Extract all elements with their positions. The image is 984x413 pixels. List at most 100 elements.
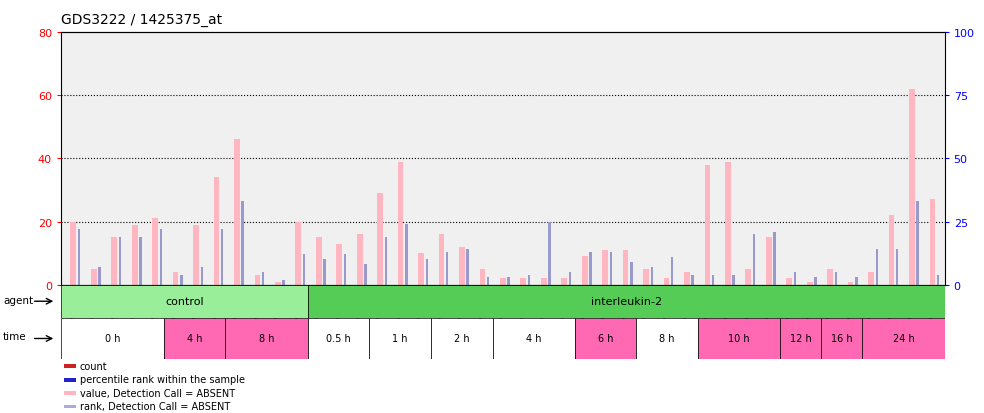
Bar [337, 244, 342, 285]
Text: 6 h: 6 h [598, 334, 613, 344]
Bar [780, 318, 822, 359]
Bar [308, 285, 945, 318]
Text: rank, Detection Call = ABSENT: rank, Detection Call = ABSENT [80, 401, 230, 411]
Text: interleukin-2: interleukin-2 [590, 297, 661, 306]
Bar [111, 238, 117, 285]
Text: 16 h: 16 h [831, 334, 853, 344]
Bar [814, 278, 817, 285]
Text: 0.5 h: 0.5 h [326, 334, 351, 344]
Bar [255, 275, 260, 285]
Bar [241, 202, 244, 285]
Bar [418, 254, 424, 285]
Bar [889, 216, 894, 285]
Bar [822, 318, 862, 359]
Bar [357, 235, 362, 285]
Bar [500, 279, 506, 285]
Bar [909, 90, 915, 285]
Bar [868, 273, 874, 285]
Text: control: control [165, 297, 204, 306]
Bar [282, 280, 284, 285]
Bar [172, 273, 178, 285]
Bar [221, 230, 223, 285]
Bar [431, 318, 493, 359]
Bar [493, 318, 575, 359]
Bar [732, 275, 735, 285]
Text: 1 h: 1 h [393, 334, 407, 344]
Bar [855, 278, 857, 285]
Bar [405, 225, 407, 285]
Text: 24 h: 24 h [892, 334, 914, 344]
Bar [671, 257, 673, 285]
Bar [308, 318, 369, 359]
Bar [711, 275, 714, 285]
Bar [316, 238, 322, 285]
Bar [916, 202, 919, 285]
Bar [398, 162, 403, 285]
Text: value, Detection Call = ABSENT: value, Detection Call = ABSENT [80, 388, 235, 398]
Bar [466, 250, 468, 285]
Bar [753, 235, 756, 285]
Bar [64, 405, 76, 408]
Bar [132, 225, 138, 285]
Text: 8 h: 8 h [659, 334, 675, 344]
Bar [323, 260, 326, 285]
Bar [295, 222, 301, 285]
Bar [521, 279, 526, 285]
Bar [425, 260, 428, 285]
Bar [705, 165, 710, 285]
Bar [807, 282, 813, 285]
Bar [64, 391, 76, 395]
Bar [71, 222, 76, 285]
Bar [262, 273, 265, 285]
Bar [64, 378, 76, 382]
Bar [561, 279, 567, 285]
Bar [460, 247, 464, 285]
Bar [644, 269, 648, 285]
Bar [479, 269, 485, 285]
Text: 0 h: 0 h [104, 334, 120, 344]
Text: 8 h: 8 h [259, 334, 275, 344]
Text: 4 h: 4 h [187, 334, 203, 344]
Bar [527, 275, 530, 285]
Bar [61, 285, 308, 318]
Bar [834, 273, 837, 285]
Bar [630, 262, 633, 285]
Bar [193, 225, 199, 285]
Bar [98, 267, 100, 285]
Bar [163, 318, 225, 359]
Bar [180, 275, 182, 285]
Bar [692, 275, 694, 285]
Bar [602, 250, 608, 285]
Bar [139, 237, 142, 285]
Bar [343, 255, 346, 285]
Bar [61, 318, 163, 359]
Bar [766, 238, 771, 285]
Bar [225, 318, 308, 359]
Bar [214, 178, 219, 285]
Bar [828, 269, 833, 285]
Bar [794, 273, 796, 285]
Bar [746, 269, 751, 285]
Bar [508, 278, 510, 285]
Bar [589, 252, 591, 285]
Bar [862, 318, 945, 359]
Bar [698, 318, 780, 359]
Text: 10 h: 10 h [728, 334, 750, 344]
Bar [684, 273, 690, 285]
Bar [937, 275, 940, 285]
Text: time: time [3, 332, 27, 342]
Bar [385, 237, 387, 285]
Bar [786, 279, 792, 285]
Text: 2 h: 2 h [454, 334, 469, 344]
Bar [91, 269, 96, 285]
Bar [930, 200, 935, 285]
Bar [582, 256, 587, 285]
Bar [610, 252, 612, 285]
Bar [623, 250, 629, 285]
Bar [876, 250, 878, 285]
Bar [663, 279, 669, 285]
Bar [364, 265, 367, 285]
Bar [234, 140, 240, 285]
Bar [303, 255, 305, 285]
Bar [487, 278, 489, 285]
